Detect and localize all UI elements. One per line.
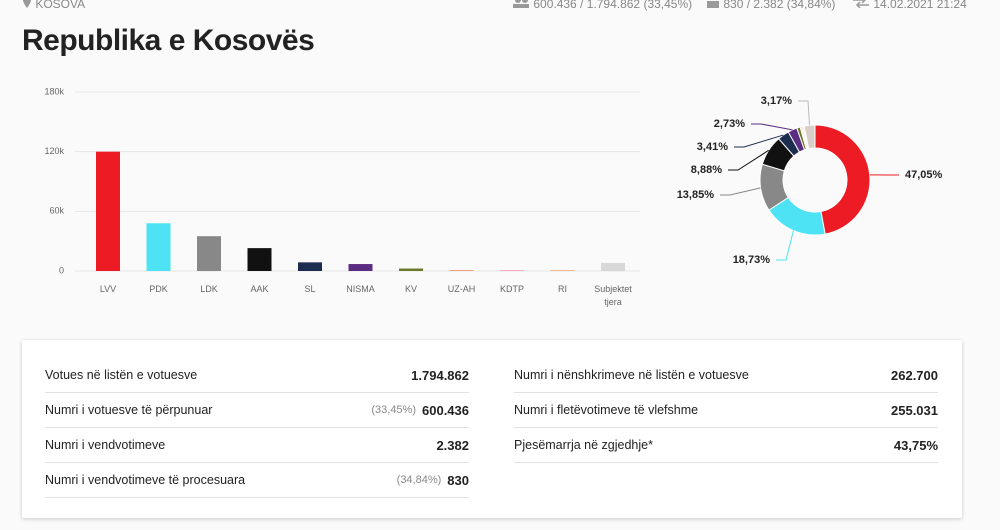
- voters-text: 600.436 / 1.794.862 (33,45%): [533, 0, 693, 11]
- bar: [500, 270, 524, 271]
- stats-right: Numri i nënshkrimeve në listën e votuesv…: [514, 358, 938, 463]
- bar: [247, 248, 272, 271]
- charts: 0 60k 120k 180k 47,05% 18,73% 13,85% 8,88% 3,41%…: [44, 86, 943, 275]
- donut-slice: [803, 124, 816, 150]
- stat-value: 600.436: [422, 402, 469, 418]
- x-tick-label: KDTP: [499, 284, 524, 294]
- slice-label: 8,88%: [691, 164, 722, 176]
- stat-label: Numri i vendvotimeve të procesuara: [45, 473, 246, 487]
- slice-label: 3,17%: [761, 95, 792, 107]
- box-icon: [707, 1, 719, 8]
- x-tick-label: AAK: [250, 284, 269, 294]
- donut-slice: [814, 124, 871, 235]
- stat-label: Pjesëmarrja në zgjedhje*: [514, 438, 653, 452]
- x-tick-label: LDK: [200, 284, 218, 294]
- stat-row: Numri i vendvotimeve të procesuara (34,84…: [45, 463, 469, 498]
- x-tick-label: LVV: [99, 284, 117, 294]
- stat-label: Votues në listën e votuesve: [45, 368, 198, 382]
- y-tick-label: 0: [59, 265, 64, 275]
- stat-label: Numri i nënshkrimeve në listën e votuesv…: [514, 368, 749, 382]
- stat-value: 2.382: [436, 437, 469, 453]
- stations: 830 / 2.382 (34,84%): [706, 0, 835, 11]
- x-tick-label: Subjektet tjera: [594, 284, 632, 307]
- pin-icon: [23, 0, 31, 8]
- x-tick-label: KV: [404, 284, 417, 294]
- location: KOSOVA: [22, 0, 85, 11]
- arrows-icon: [853, 0, 869, 9]
- stat-row: Numri i votuesve të përpunuar (33,45%) 600…: [45, 393, 469, 428]
- bar: [601, 262, 625, 271]
- y-tick-label: 60k: [49, 206, 64, 216]
- location-text: KOSOVA: [35, 0, 86, 11]
- x-tick-label: RI: [558, 284, 567, 294]
- stat-value: 830: [447, 472, 469, 488]
- stat-row: Numri i nënshkrimeve në listën e votuesv…: [514, 358, 938, 393]
- stat-value: 255.031: [891, 402, 938, 418]
- y-tick-label: 180k: [44, 86, 64, 96]
- stats-left: Votues në listën e votuesve 1.794.862 Numr…: [45, 358, 469, 498]
- stations-text: 830 / 2.382 (34,84%): [723, 0, 836, 11]
- slice-label: 18,73%: [733, 254, 771, 266]
- leader-line: [728, 149, 769, 171]
- stats-card: Votues në listën e votuesve 1.794.862 Numr…: [22, 340, 962, 518]
- timestamp-text: 14.02.2021 21:24: [873, 0, 967, 11]
- leader-line: [720, 187, 761, 196]
- voters: 600.436 / 1.794.862 (33,45%): [512, 0, 692, 11]
- slice-label: 13,85%: [677, 189, 715, 201]
- stat-value: 1.794.862: [411, 367, 469, 383]
- stat-row: Numri i fletëvotimeve të vlefshme 255.031: [514, 393, 938, 428]
- stat-row: Votues në listën e votuesve 1.794.862: [45, 358, 469, 393]
- slice-label: 2,73%: [714, 118, 745, 130]
- bar: [348, 264, 373, 271]
- bar: [96, 151, 120, 271]
- page-title: Republika e Kosovës: [22, 24, 315, 57]
- stat-row: Pjesëmarrja në zgjedhje* 43,75%: [514, 428, 938, 463]
- stat-value: 262.700: [891, 367, 938, 383]
- stat-row: Numri i vendvotimeve 2.382: [45, 428, 469, 463]
- x-tick-label: PDK: [149, 284, 168, 294]
- stat-value: 43,75%: [893, 437, 938, 453]
- stat-label: Numri i fletëvotimeve të vlefshme: [514, 403, 699, 417]
- leader-line: [751, 123, 793, 131]
- slice-label: 47,05%: [905, 169, 943, 181]
- bar: [298, 262, 322, 271]
- timestamp: 14.02.2021 21:24: [852, 0, 967, 11]
- stat-label: Numri i votuesve të përpunuar: [45, 403, 213, 417]
- leader-line: [776, 230, 794, 261]
- bar: [550, 270, 575, 271]
- leader-line: [798, 100, 811, 126]
- bar: [399, 268, 423, 271]
- x-tick-label: SL: [304, 284, 316, 294]
- stat-share: (34,84%): [396, 474, 442, 486]
- slice-label: 3,41%: [697, 141, 728, 153]
- x-tick-label: UZ-AH: [447, 284, 476, 294]
- people-icon: [513, 0, 529, 8]
- bar: [449, 270, 474, 271]
- bar: [197, 236, 221, 271]
- leader-line: [734, 134, 784, 148]
- x-tick-label: NISMA: [346, 284, 375, 294]
- stat-share: (33,45%): [371, 404, 416, 416]
- stat-label: Numri i vendvotimeve: [45, 438, 166, 452]
- y-tick-label: 120k: [44, 146, 64, 156]
- bar: [146, 223, 171, 271]
